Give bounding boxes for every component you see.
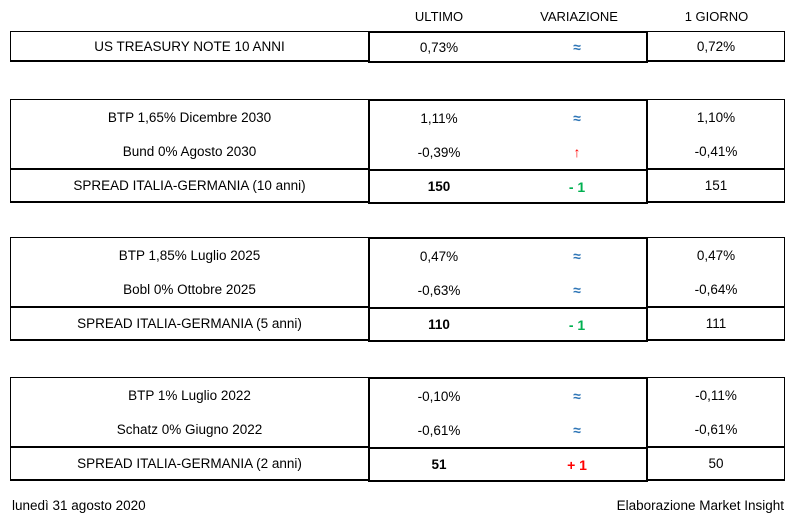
variazione-stable-icon: ≈ xyxy=(573,282,581,298)
spread-row: 150 - 1 xyxy=(370,169,646,202)
spread-label: SPREAD ITALIA-GERMANIA (10 anni) xyxy=(11,168,368,201)
column-header-ultimo: ULTIMO xyxy=(414,9,464,24)
label-column: BTP 1% Luglio 2022 Schatz 0% Giugno 2022… xyxy=(10,377,368,481)
spread-row: 110 - 1 xyxy=(370,307,646,340)
spread-giorno-value: 50 xyxy=(648,446,784,479)
ultimo-variazione-box: -0,10% ≈ -0,61% ≈ 51 + 1 xyxy=(368,377,648,482)
ultimo-value: -0,61% xyxy=(417,422,461,438)
variazione-stable-icon: ≈ xyxy=(573,248,581,264)
ultimo-value: -0,10% xyxy=(417,388,461,404)
spread-giorno-value: 111 xyxy=(648,306,784,339)
giorno-value: 0,72% xyxy=(696,38,736,54)
giorno-column: 0,47% -0,64% 111 xyxy=(648,237,785,341)
ultimo-variazione-box: 0,73% ≈ xyxy=(368,31,648,63)
variazione-up-arrow-icon: ↑ xyxy=(573,144,581,160)
column-headers: ULTIMO VARIAZIONE 1 GIORNO xyxy=(10,9,794,24)
variazione-stable-icon: ≈ xyxy=(573,422,581,438)
variazione-stable-icon: ≈ xyxy=(573,39,581,55)
giorno-value: -0,64% xyxy=(694,281,738,297)
instrument-label: US TREASURY NOTE 10 ANNI xyxy=(94,38,285,54)
variazione-stable-icon: ≈ xyxy=(573,388,581,404)
spread-ultimo-value: 150 xyxy=(427,179,451,194)
attribution-label: Elaborazione Market Insight xyxy=(616,498,784,513)
variazione-stable-icon: ≈ xyxy=(573,110,581,126)
label-column: BTP 1,65% Dicembre 2030 Bund 0% Agosto 2… xyxy=(10,99,368,203)
instrument-row: 0,47% ≈ xyxy=(370,239,646,273)
instrument-label: Schatz 0% Giugno 2022 xyxy=(116,421,263,437)
label-column: US TREASURY NOTE 10 ANNI xyxy=(10,31,368,62)
section-us-treasury: US TREASURY NOTE 10 ANNI 0,73% ≈ 0,72% xyxy=(10,31,794,63)
instrument-label: BTP 1% Luglio 2022 xyxy=(128,387,251,403)
spread-variazione-value: - 1 xyxy=(568,178,586,195)
spread-row: 51 + 1 xyxy=(370,447,646,480)
giorno-value: -0,41% xyxy=(694,143,738,159)
ultimo-value: -0,63% xyxy=(417,282,461,298)
instrument-row: -0,39% ↑ xyxy=(370,135,646,169)
giorno-value: -0,61% xyxy=(694,421,738,437)
instrument-label: BTP 1,65% Dicembre 2030 xyxy=(107,109,272,125)
instrument-row: -0,10% ≈ xyxy=(370,379,646,413)
spread-label: SPREAD ITALIA-GERMANIA (2 anni) xyxy=(11,446,368,479)
giorno-column: -0,11% -0,61% 50 xyxy=(648,377,785,481)
instrument-label: BTP 1,85% Luglio 2025 xyxy=(118,247,261,263)
spread-ultimo-value: 110 xyxy=(428,317,450,332)
section-spread-5-anni: BTP 1,85% Luglio 2025 Bobl 0% Ottobre 20… xyxy=(10,237,794,342)
spread-giorno-value: 151 xyxy=(648,168,784,201)
section-spread-2-anni: BTP 1% Luglio 2022 Schatz 0% Giugno 2022… xyxy=(10,377,794,482)
giorno-value: 0,47% xyxy=(696,247,736,263)
spread-ultimo-value: 51 xyxy=(431,457,447,472)
column-header-1-giorno: 1 GIORNO xyxy=(684,9,749,24)
report-date: lunedì 31 agosto 2020 xyxy=(12,498,146,513)
giorno-value: 1,10% xyxy=(696,109,736,125)
header-spacer xyxy=(10,9,368,24)
spread-variazione-value: - 1 xyxy=(568,316,586,333)
ultimo-value: 0,47% xyxy=(419,248,459,264)
giorno-value: -0,11% xyxy=(695,387,737,403)
ultimo-value: 1,11% xyxy=(420,110,458,126)
instrument-label: Bund 0% Agosto 2030 xyxy=(122,143,257,159)
section-spread-10-anni: BTP 1,65% Dicembre 2030 Bund 0% Agosto 2… xyxy=(10,99,794,204)
bond-spread-report: { "header": { "columns": ["ULTIMO", "VAR… xyxy=(0,9,794,517)
label-column: BTP 1,85% Luglio 2025 Bobl 0% Ottobre 20… xyxy=(10,237,368,341)
column-header-variazione: VARIAZIONE xyxy=(540,9,618,24)
ultimo-variazione-box: 1,11% ≈ -0,39% ↑ 150 - 1 xyxy=(368,99,648,204)
instrument-row: -0,61% ≈ xyxy=(370,413,646,447)
footer: lunedì 31 agosto 2020 Elaborazione Marke… xyxy=(12,498,784,513)
giorno-column: 1,10% -0,41% 151 xyxy=(648,99,785,203)
spread-variazione-value: + 1 xyxy=(567,456,587,473)
giorno-column: 0,72% xyxy=(648,31,785,62)
ultimo-value: -0,39% xyxy=(417,144,461,160)
instrument-label: Bobl 0% Ottobre 2025 xyxy=(123,281,256,297)
instrument-row: -0,63% ≈ xyxy=(370,273,646,307)
ultimo-value: 0,73% xyxy=(419,39,459,55)
instrument-row: 0,73% ≈ xyxy=(370,33,646,61)
spread-label: SPREAD ITALIA-GERMANIA (5 anni) xyxy=(11,306,368,339)
instrument-row: 1,11% ≈ xyxy=(370,101,646,135)
ultimo-variazione-box: 0,47% ≈ -0,63% ≈ 110 - 1 xyxy=(368,237,648,342)
